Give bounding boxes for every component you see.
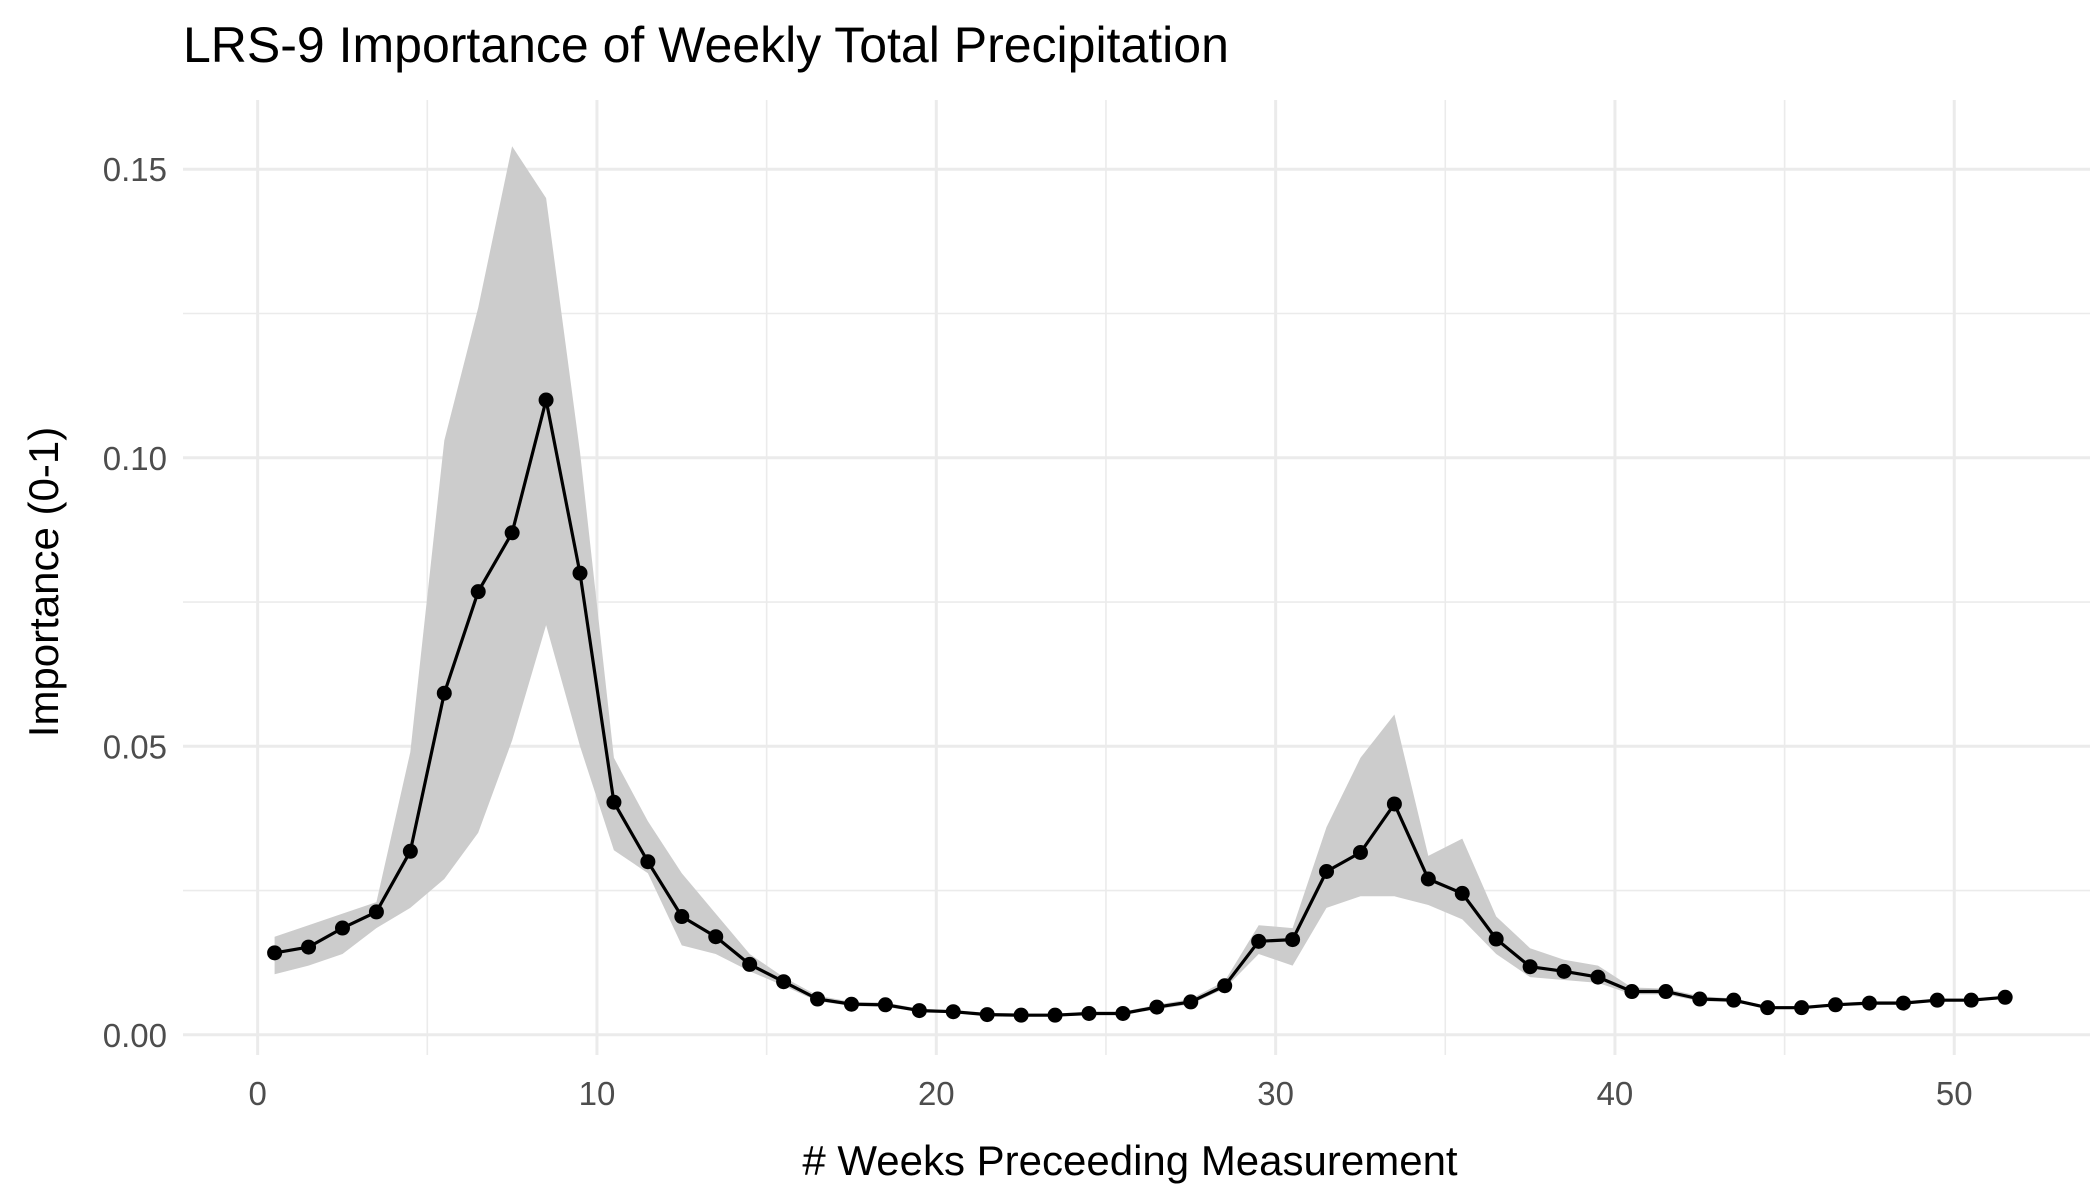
data-point (1285, 932, 1301, 948)
data-point (1183, 994, 1199, 1010)
data-point (1963, 992, 1979, 1008)
data-point (1319, 864, 1335, 880)
data-point (674, 909, 690, 925)
data-point (1624, 984, 1640, 1000)
y-axis-ticks: 0.00 0.05 0.10 0.15 (103, 151, 167, 1054)
gridlines (183, 100, 2090, 1055)
data-point (911, 1003, 927, 1019)
data-point (436, 685, 452, 701)
data-point (1013, 1007, 1029, 1023)
chart-title: LRS-9 Importance of Weekly Total Precipi… (183, 17, 1229, 73)
x-tick-label: 0 (248, 1075, 266, 1112)
data-point (1251, 933, 1267, 949)
data-point (877, 997, 893, 1013)
x-axis-ticks: 0 10 20 30 40 50 (248, 1075, 1972, 1112)
data-point (1081, 1005, 1097, 1021)
data-point (334, 920, 350, 936)
data-point (1828, 997, 1844, 1013)
data-point (1047, 1007, 1063, 1023)
data-point (708, 929, 724, 945)
data-point (1692, 991, 1708, 1007)
data-point (640, 854, 656, 870)
data-point (470, 584, 486, 600)
x-axis-label: # Weeks Preceeding Measurement (802, 1137, 1458, 1184)
data-point (945, 1004, 961, 1020)
confidence-band-area (274, 146, 2006, 1017)
x-tick-label: 10 (579, 1075, 616, 1112)
data-point (742, 956, 758, 972)
data-point (1556, 963, 1572, 979)
data-point (843, 996, 859, 1012)
data-point (810, 991, 826, 1007)
data-point (1454, 885, 1470, 901)
data-point (1352, 844, 1368, 860)
y-tick-label: 0.05 (103, 728, 167, 765)
data-point (402, 843, 418, 859)
data-point (538, 392, 554, 408)
data-point (776, 974, 792, 990)
data-point (1997, 989, 2013, 1005)
y-tick-label: 0.10 (103, 440, 167, 477)
series-line (274, 398, 2006, 1017)
data-point (1115, 1005, 1131, 1021)
y-axis-label: Importance (0-1) (20, 427, 67, 737)
data-point (1760, 1000, 1776, 1016)
confidence-band (274, 146, 2006, 1017)
data-point (572, 565, 588, 581)
data-point (504, 525, 520, 541)
data-point (1522, 959, 1538, 975)
series-importance (267, 392, 2013, 1023)
data-point (301, 939, 317, 955)
data-point (1895, 995, 1911, 1011)
y-tick-label: 0.15 (103, 151, 167, 188)
data-point (1929, 992, 1945, 1008)
x-tick-label: 30 (1257, 1075, 1294, 1112)
data-point (1658, 984, 1674, 1000)
x-tick-label: 50 (1936, 1075, 1973, 1112)
data-point (979, 1007, 995, 1023)
data-point (1794, 1000, 1810, 1016)
data-point (1590, 969, 1606, 985)
data-point (1420, 871, 1436, 887)
data-point (1386, 796, 1402, 812)
x-tick-label: 40 (1597, 1075, 1634, 1112)
data-point (1217, 978, 1233, 994)
data-point (1726, 992, 1742, 1008)
data-point (1488, 931, 1504, 947)
x-tick-label: 20 (918, 1075, 955, 1112)
data-point (606, 794, 622, 810)
data-point (1861, 995, 1877, 1011)
data-point (368, 904, 384, 920)
data-point (267, 945, 283, 961)
data-point (1149, 999, 1165, 1015)
y-tick-label: 0.00 (103, 1017, 167, 1054)
